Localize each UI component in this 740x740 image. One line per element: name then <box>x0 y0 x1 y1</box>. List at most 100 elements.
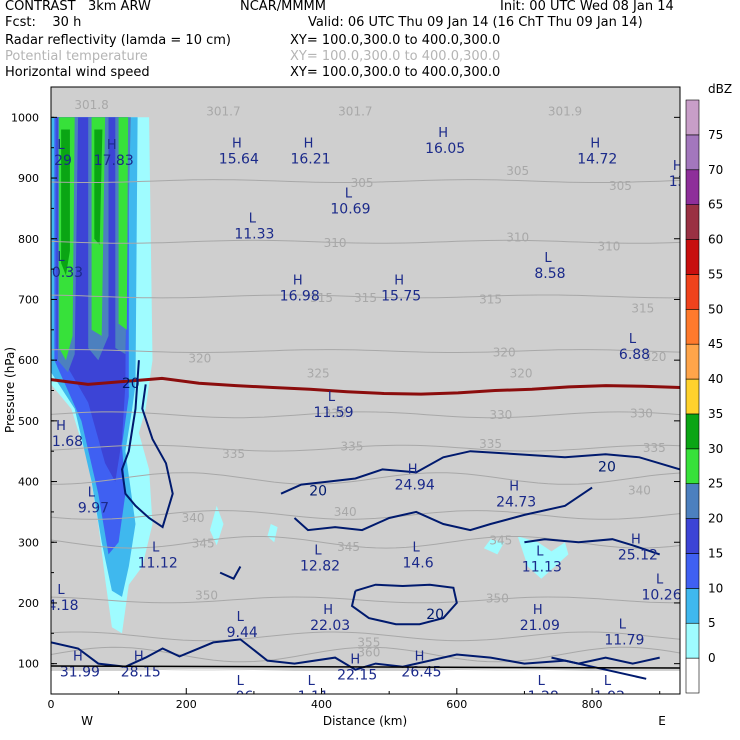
theta-label: 335 <box>222 447 245 461</box>
extremum-type-label: L <box>57 138 65 153</box>
colorbar-tick-label: 55 <box>708 267 723 281</box>
extremum-value-label: 1.28 <box>528 689 559 705</box>
reflectivity-cell-15 <box>94 129 103 245</box>
theta-label: 340 <box>182 511 205 525</box>
extremum-value-label: 31.99 <box>60 665 100 681</box>
extremum-value-label: 16.98 <box>280 288 320 304</box>
extremum-type-label: H <box>509 480 519 495</box>
theta-label: 305 <box>351 176 374 190</box>
extremum-value-label: 25.12 <box>618 547 658 563</box>
x-tick-label: 400 <box>311 698 332 711</box>
extremum-value-label: 15.64 <box>219 152 259 168</box>
extremum-type-label: H <box>107 138 117 153</box>
stratosphere-isentrope <box>51 674 680 679</box>
extremum-value-label: 11.12 <box>138 555 178 571</box>
colorbar-tick-label: 10 <box>708 581 723 595</box>
theta-label: 320 <box>510 367 533 381</box>
x-tick-label: 800 <box>582 698 603 711</box>
stratosphere-isentrope <box>51 687 680 691</box>
extremum-type-label: L <box>345 186 353 201</box>
extremum-L: L14.6 <box>402 540 433 571</box>
extremum-value-label: 4.18 <box>47 598 78 614</box>
extremum-type-label: H <box>590 137 600 152</box>
extremum-H: H31.99 <box>60 650 100 681</box>
extremum-L: L11.79 <box>604 617 644 648</box>
colorbar-swatch <box>685 169 700 205</box>
y-tick-label: 300 <box>18 536 39 549</box>
extremum-L: L6.88 <box>619 332 650 363</box>
extremum-value-label: 29 <box>54 153 72 169</box>
theta-label: 301.7 <box>338 104 372 118</box>
colorbar-swatch <box>685 448 700 485</box>
extremum-H: H24.94 <box>395 463 435 494</box>
extremum-value-label: 24.73 <box>496 495 536 511</box>
extremum-type-label: L <box>619 617 627 632</box>
extremum-value-label: 22.15 <box>337 668 377 684</box>
wind-contour-5 <box>524 538 661 556</box>
extremum-H: H16.98 <box>280 273 320 304</box>
theta-label: 350 <box>195 589 218 603</box>
extremum-type-label: L <box>237 674 245 689</box>
extremum-type-label: L <box>544 251 552 266</box>
theta-label: 345 <box>489 533 512 547</box>
theta-label: 305 <box>609 179 632 193</box>
extremum-L: L10.33 <box>51 250 83 281</box>
extremum-H: H28.15 <box>121 650 161 681</box>
field-xy-reflectivity: XY= 100.0,300.0 to 400.0,300.0 <box>290 33 501 48</box>
wind-contour-label: 20 <box>309 484 327 500</box>
wind-contour-6 <box>219 566 242 580</box>
extremum-H: H17.83 <box>94 138 134 169</box>
colorbar-swatch <box>685 588 700 624</box>
colorbar-tick-label: 40 <box>708 372 723 386</box>
extremum-H: H26.45 <box>401 650 441 681</box>
extremum-H: H15.64 <box>219 137 259 168</box>
extremum-value-label: 1.11 <box>298 689 329 705</box>
extremum-L: L12.82 <box>300 543 340 574</box>
wind-contour-2 <box>293 486 593 532</box>
colorbar-swatch <box>685 274 700 310</box>
extremum-type-label: H <box>673 159 683 174</box>
wind-contour-3 <box>280 450 680 495</box>
extremum-value-label: 22.03 <box>310 618 350 634</box>
wind-contour-4 <box>120 360 174 529</box>
theta-label: 335 <box>341 439 364 453</box>
extremum-value-label: 11.59 <box>313 405 353 421</box>
theta-label: 305 <box>506 164 529 178</box>
stratosphere-isentrope <box>51 669 680 673</box>
extremum-type-label: L <box>57 583 65 598</box>
extremum-value-label: 16.05 <box>425 141 465 157</box>
x-tick-label: 0 <box>48 698 55 711</box>
colorbar-tick-label: 5 <box>708 616 716 630</box>
colorbar-tick-label: 70 <box>708 163 723 177</box>
field-name-wind: Horizontal wind speed <box>5 65 150 80</box>
theta-contour <box>51 472 680 485</box>
wind-contour-label: 20 <box>598 459 616 475</box>
theta-label: 315 <box>479 292 502 306</box>
extremum-type-label: H <box>438 126 448 141</box>
theta-label: 335 <box>643 441 666 455</box>
extremum-type-label: L <box>538 674 546 689</box>
x-tick-label: 200 <box>176 698 197 711</box>
theta-contour <box>51 646 680 663</box>
stratosphere-isentrope <box>51 671 680 676</box>
wind-contour-label: 20 <box>122 376 140 392</box>
y-axis-title: Pressure (hPa) <box>3 347 17 433</box>
extremum-H: H21.09 <box>520 603 560 634</box>
colorbar-tick-label: 20 <box>708 512 723 526</box>
theta-label: 325 <box>307 367 330 381</box>
stratosphere-isentrope <box>51 682 680 686</box>
theta-label: 340 <box>334 505 357 519</box>
reflectivity-cell-13 <box>118 117 129 330</box>
colorbar-tick-label: 0 <box>708 651 716 665</box>
theta-label: 320 <box>188 351 211 365</box>
theta-label: 345 <box>192 536 215 550</box>
y-tick-label: 100 <box>18 658 39 671</box>
y-tick-label: 600 <box>18 354 39 367</box>
extremum-value-label: 28.15 <box>121 665 161 681</box>
theta-contour <box>51 411 680 419</box>
extremum-L: L1.92 <box>594 674 625 694</box>
extremum-value-label: .06 <box>231 689 253 705</box>
theta-label: 360 <box>357 646 380 660</box>
stratosphere-isentrope <box>51 677 680 681</box>
y-tick-label: 900 <box>18 172 39 185</box>
